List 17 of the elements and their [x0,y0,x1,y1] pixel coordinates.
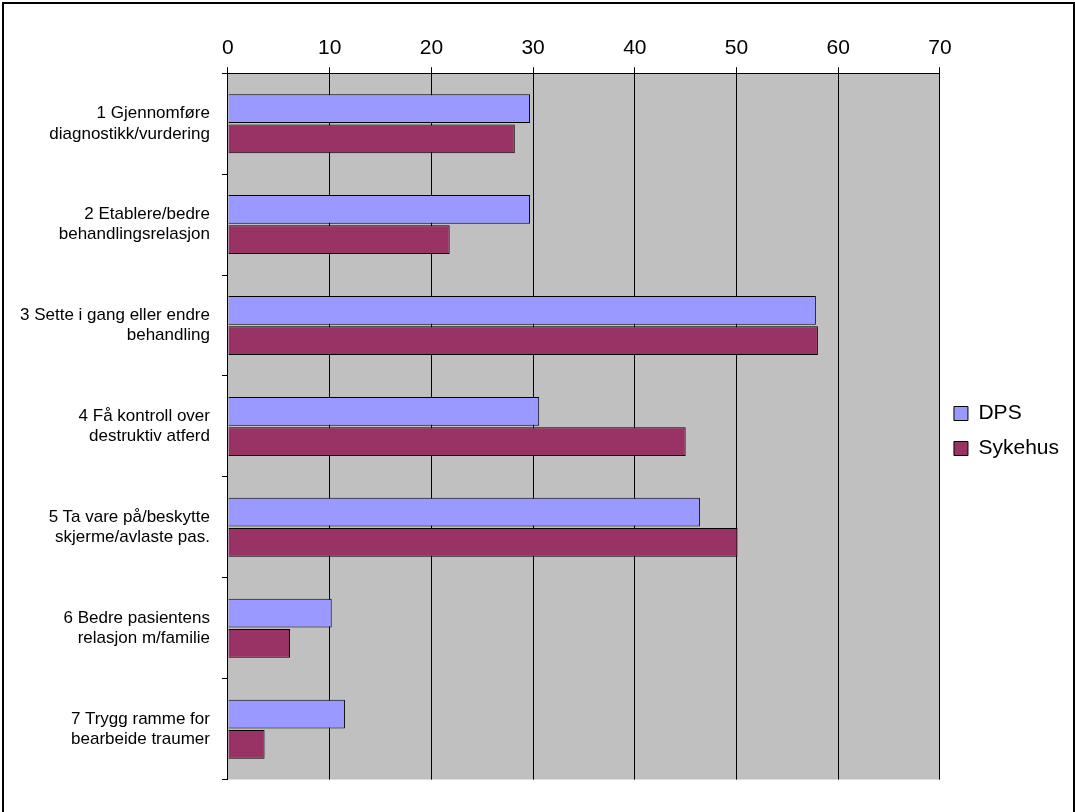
x-tick-label: 60 [826,35,850,59]
legend-label: Sykehus [978,435,1059,459]
y-tick-label: 7 Trygg ramme for bearbeide traumer [71,708,211,749]
x-tick-label: 0 [222,35,234,59]
y-tick-label: 1 Gjennomføre diagnostikk/vurdering [49,103,210,143]
x-tick-label: 30 [521,35,545,59]
y-tick-label: 5 Ta vare på/beskytte skjerme/avlaste pas. [48,506,210,547]
x-tick-label: 70 [928,35,952,59]
y-tick-label: 4 Få kontroll over destruktiv atferd [78,405,211,446]
x-tick-label: 50 [724,35,749,59]
x-tick-label: 20 [419,35,444,59]
y-tick-label: 2 Etablere/bedre behandlingsrelasjon [58,204,210,244]
x-tick-label: 40 [623,35,647,59]
legend-label: DPS [978,400,1022,424]
y-tick-label: 6 Bedre pasientens relasjon m/familie [63,607,210,648]
x-tick-label: 10 [318,35,342,59]
y-tick-label: 3 Sette i gang eller endre behandling [19,304,210,345]
